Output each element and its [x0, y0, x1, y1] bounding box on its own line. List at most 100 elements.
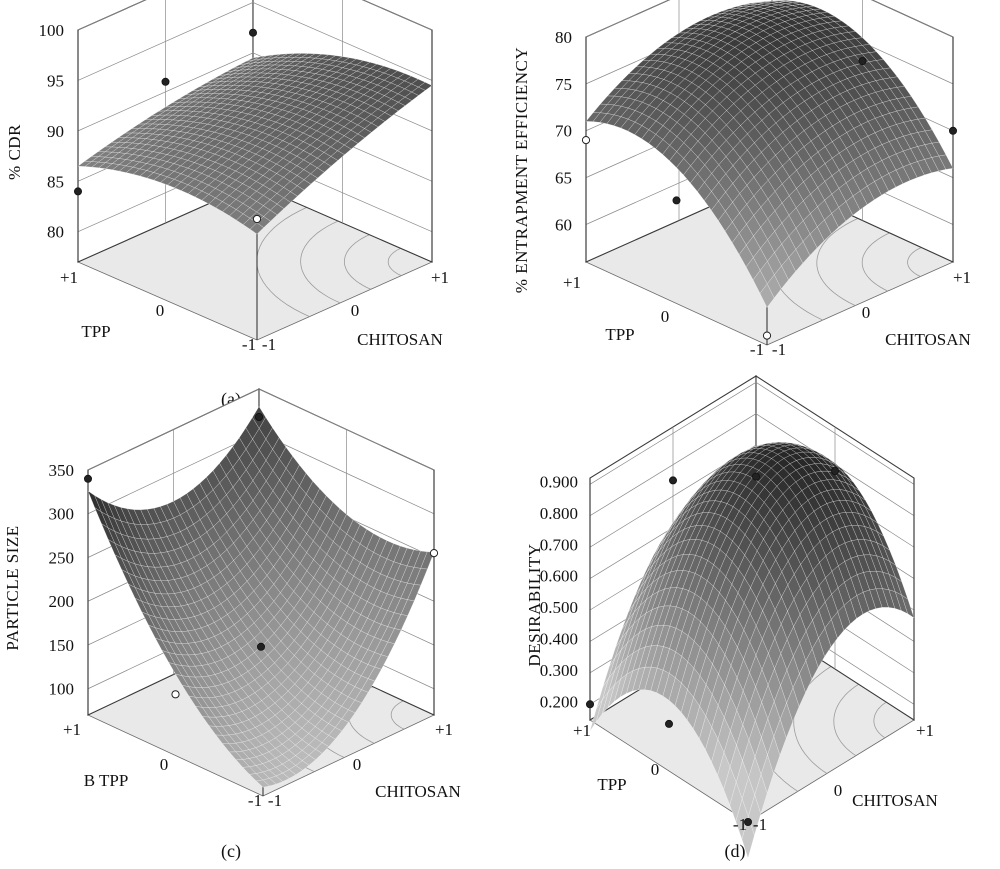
y-tick-label: +1	[573, 721, 591, 740]
floor-contour	[387, 247, 402, 276]
z-tick-label: 80	[555, 28, 572, 47]
y-tick-label: -1	[248, 791, 262, 810]
design-point	[254, 412, 263, 421]
z-gridline	[589, 381, 915, 485]
z-tick-label: 0.500	[540, 598, 578, 617]
panel-c-particle-size-surface: 100 150 200 250 300 350 -1 0 +1 -1 0 +1 CHITOSAN B TP…	[3, 388, 461, 862]
x-tick-label: -1	[262, 335, 276, 354]
y-tick-label: +1	[63, 720, 81, 739]
floor-contour	[861, 232, 890, 292]
z-tick-label: 350	[49, 461, 75, 480]
floor-contour	[816, 218, 859, 306]
z-tick-label: 100	[49, 680, 75, 699]
z-axis-title: % ENTRAPMENT EFFICIENCY	[512, 47, 531, 293]
x-axis-title: CHITOSAN	[375, 782, 461, 801]
y-tick-label: -1	[733, 815, 747, 834]
y-tick-label: +1	[563, 273, 581, 292]
design-point	[256, 642, 265, 651]
y-tick-label: -1	[242, 335, 256, 354]
floor-contour	[343, 234, 371, 290]
x-tick-label: +1	[916, 721, 934, 740]
z-axis-title: DESIRABILITY	[525, 543, 544, 666]
design-point	[665, 719, 674, 728]
z-gridline	[77, 0, 433, 31]
floor-contour	[873, 701, 887, 739]
z-tick-label: 90	[47, 122, 64, 141]
floor-contour	[793, 666, 832, 774]
z-tick-label: 0.700	[540, 535, 578, 554]
y-tick-label: 0	[661, 307, 670, 326]
y-tick-label: 0	[156, 301, 165, 320]
z-gridline	[87, 388, 435, 471]
x-tick-label: -1	[753, 815, 767, 834]
z-tick-label: 70	[555, 122, 572, 141]
design-point	[252, 214, 262, 224]
panel-d-desirability-surface: 0.200 0.300 0.400 0.500 0.600 0.700 0.800 0.900…	[525, 374, 938, 862]
z-tick-label: 200	[49, 592, 75, 611]
z-tick-label: 80	[47, 223, 64, 242]
floor-contour	[907, 247, 922, 277]
z-tick-label: 95	[47, 71, 64, 90]
x-tick-label: 0	[862, 303, 871, 322]
design-point	[581, 136, 591, 145]
x-tick-label: -1	[772, 340, 786, 359]
design-point	[744, 818, 753, 827]
y-axis-title: B TPP	[84, 771, 129, 790]
z-tick-label: 0.800	[540, 504, 578, 523]
floor-contour	[300, 220, 341, 304]
design-point	[831, 466, 840, 475]
design-point	[752, 472, 761, 481]
design-point	[161, 77, 170, 86]
panel-b-entrapment-surface: 60 65 70 75 80 -1 0 +1 -1 0 +1 CHITOSAN TPP % ENTRAPM…	[512, 0, 971, 410]
panel-label: (c)	[221, 841, 241, 862]
z-tick-label: 85	[47, 172, 64, 191]
x-tick-label: 0	[353, 755, 362, 774]
x-tick-label: +1	[435, 720, 453, 739]
surface-patch	[759, 283, 775, 308]
floor-contour	[833, 683, 859, 757]
z-tick-label: 65	[555, 169, 572, 188]
panel-label: (d)	[725, 841, 746, 862]
design-point	[429, 549, 439, 558]
y-tick-label: +1	[60, 268, 78, 287]
design-point	[858, 57, 867, 66]
z-tick-label: 0.300	[540, 661, 578, 680]
design-point	[586, 700, 595, 709]
x-tick-label: +1	[431, 268, 449, 287]
surface-patch	[255, 779, 271, 788]
x-tick-label: 0	[351, 301, 360, 320]
design-point	[672, 196, 681, 205]
design-point	[171, 690, 180, 699]
y-axis-title: TPP	[605, 325, 634, 344]
y-axis-title: TPP	[81, 322, 110, 341]
z-gridline	[589, 413, 915, 517]
z-tick-label: 250	[49, 548, 75, 567]
z-tick-label: 150	[49, 636, 75, 655]
design-point	[84, 474, 93, 483]
z-tick-label: 300	[49, 505, 75, 524]
floor-contour	[390, 700, 405, 730]
y-tick-label: 0	[651, 760, 660, 779]
y-axis-title: TPP	[597, 775, 626, 794]
x-axis-title: CHITOSAN	[885, 330, 971, 349]
x-tick-label: +1	[953, 268, 971, 287]
x-axis-title: CHITOSAN	[357, 330, 443, 349]
z-axis-title: % CDR	[5, 124, 24, 180]
surface-patch	[741, 815, 755, 859]
design-point	[762, 331, 772, 340]
z-tick-label: 0.200	[540, 692, 578, 711]
design-point	[248, 28, 257, 37]
design-point	[949, 126, 958, 135]
z-tick-label: 0.600	[540, 567, 578, 586]
x-axis-title: CHITOSAN	[852, 791, 938, 810]
y-tick-label: -1	[750, 340, 764, 359]
z-tick-label: 60	[555, 215, 572, 234]
z-tick-label: 0.400	[540, 630, 578, 649]
x-tick-label: 0	[834, 781, 843, 800]
z-axis-title: PARTICLE SIZE	[3, 525, 22, 650]
design-point	[669, 476, 678, 485]
x-tick-label: -1	[268, 791, 282, 810]
z-tick-label: 100	[39, 21, 65, 40]
z-gridline	[77, 2, 433, 81]
